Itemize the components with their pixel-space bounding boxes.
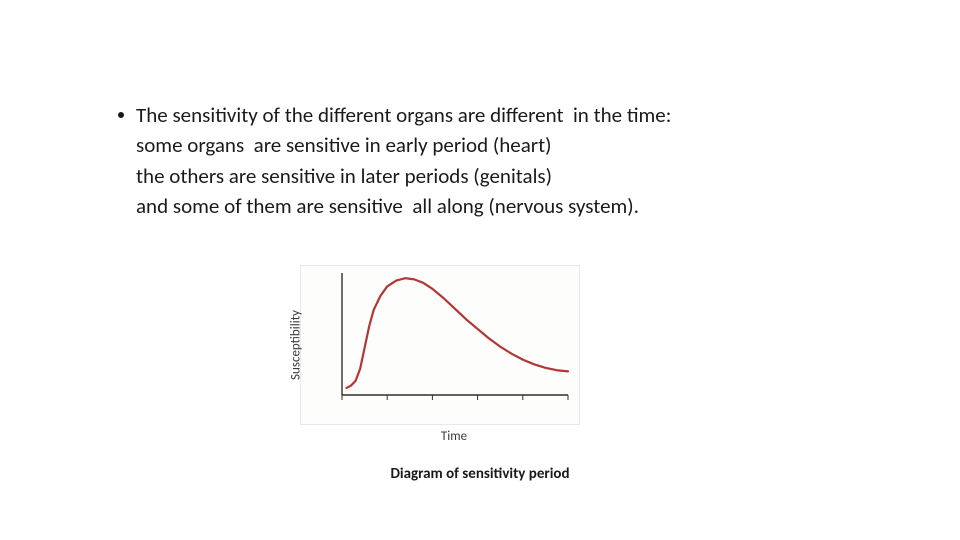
bullet-line-1: The sensitivity of the different organs … xyxy=(136,100,858,130)
y-axis-label: Susceptibility xyxy=(289,310,304,380)
chart-svg xyxy=(300,265,580,425)
bullet-text: The sensitivity of the different organs … xyxy=(136,100,858,222)
bullet-line-2: some organs are sensitive in early perio… xyxy=(136,130,858,160)
chart-caption: Diagram of sensitivity period xyxy=(0,465,960,483)
bullet-item: The sensitivity of the different organs … xyxy=(118,100,858,222)
text-block: The sensitivity of the different organs … xyxy=(118,100,858,222)
bullet-line-4: and some of them are sensitive all along… xyxy=(136,191,858,221)
sensitivity-chart: Susceptibility Time xyxy=(300,265,580,425)
bullet-line-3: the others are sensitive in later period… xyxy=(136,161,858,191)
x-axis-label: Time xyxy=(441,429,467,444)
bullet-dot-icon xyxy=(118,112,124,118)
